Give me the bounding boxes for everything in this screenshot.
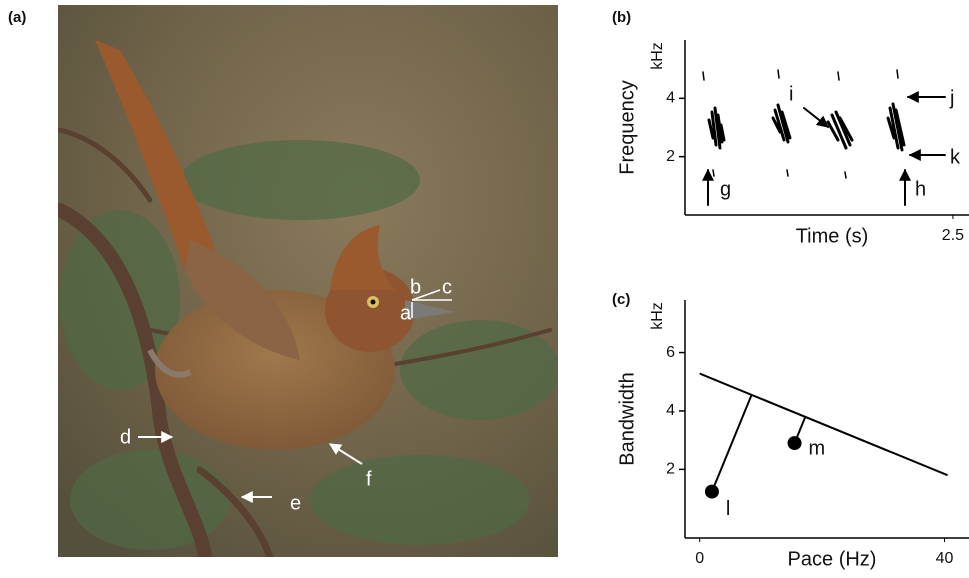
annotation: h <box>915 178 926 200</box>
annotation: e <box>290 492 301 514</box>
annotation: a <box>400 302 412 324</box>
point-label: l <box>726 498 730 520</box>
annotation: f <box>366 468 372 490</box>
annotation: j <box>949 87 954 109</box>
y-tick-label: 4 <box>666 90 675 107</box>
annotation: i <box>789 83 793 105</box>
panel-label: (b) <box>612 9 631 26</box>
photo <box>58 5 560 557</box>
point-label: m <box>809 437 826 459</box>
point <box>788 436 802 450</box>
y-tick-label: 4 <box>666 402 675 419</box>
panel-label: (a) <box>8 9 26 26</box>
y-axis-unit: kHz <box>649 42 666 70</box>
point <box>705 485 719 499</box>
y-tick-label: 2 <box>666 461 675 478</box>
spectrogram <box>703 70 945 205</box>
x-tick-label: 0 <box>695 550 704 567</box>
y-tick-label: 2 <box>666 148 675 165</box>
x-axis-label: Time (s) <box>796 225 869 247</box>
annotation: g <box>720 178 731 200</box>
y-tick-label: 6 <box>666 344 675 361</box>
annotation: c <box>442 276 452 298</box>
x-tick-label: 40 <box>936 550 954 567</box>
annotation: d <box>120 426 131 448</box>
x-tick-label: 2.5 <box>942 227 964 244</box>
y-axis-label: Bandwidth <box>616 372 638 465</box>
panel-label: (c) <box>612 291 630 308</box>
x-axis-label: Pace (Hz) <box>788 548 877 570</box>
y-axis-unit: kHz <box>649 302 666 330</box>
annotation: b <box>410 276 421 298</box>
annotation: k <box>950 146 961 168</box>
figure: (a) a b c d e f (b) g h i j k (c) 2 4 2.5 F… <box>0 0 969 578</box>
regression-line <box>700 374 948 476</box>
y-axis-label: Frequency <box>616 80 638 175</box>
residual-line <box>712 395 752 492</box>
